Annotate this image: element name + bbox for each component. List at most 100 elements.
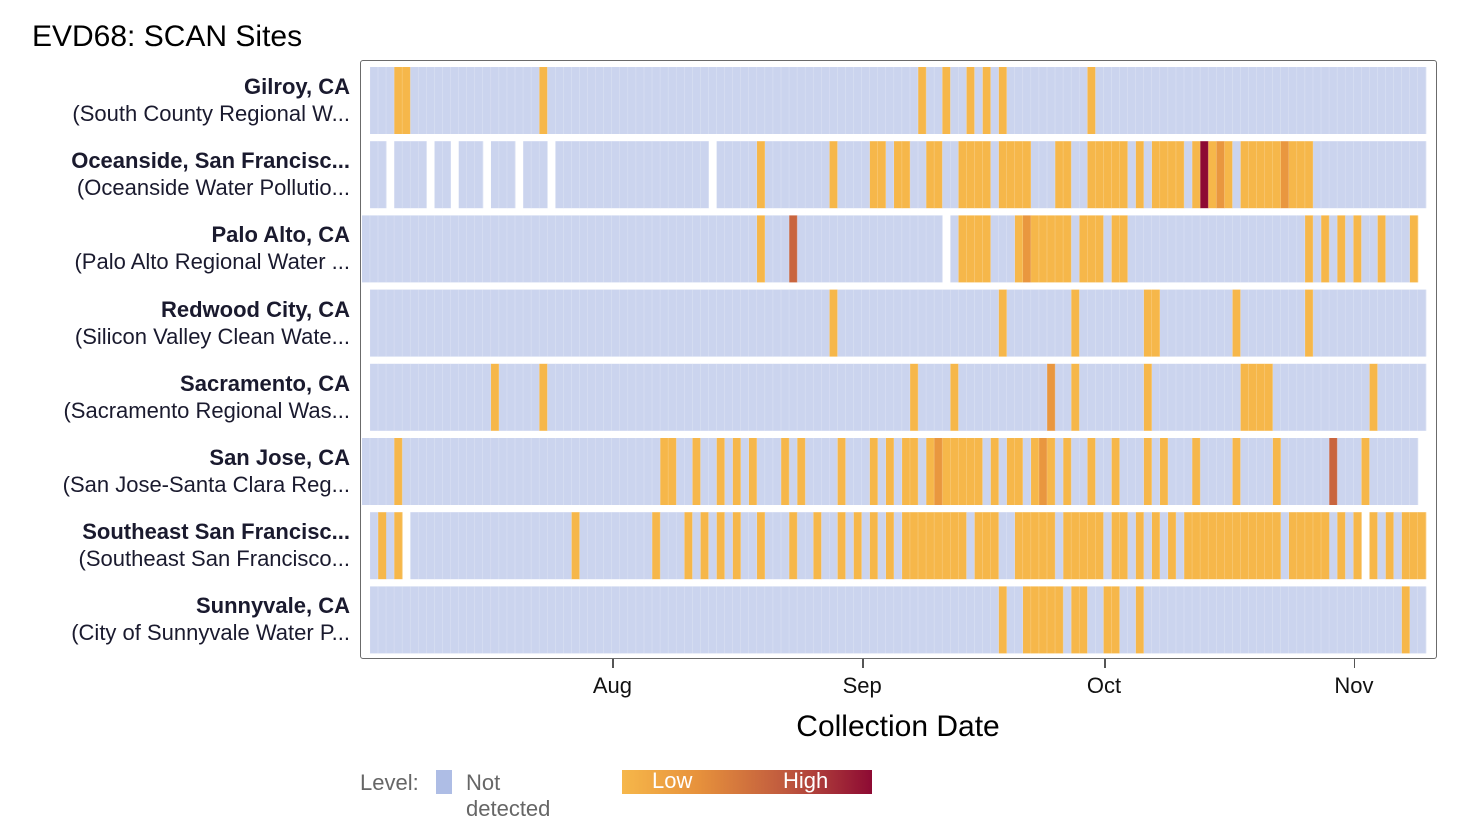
heatmap-cell-low [490,363,500,431]
heatmap-cell-not-detected [950,215,959,283]
cell-divider [1248,512,1249,580]
heatmap-row [370,289,1427,357]
cell-divider [522,438,524,505]
heatmap-cell-low [1151,289,1161,357]
heatmap-cell-low [982,512,991,580]
heatmap-cell-not-detected [1111,363,1120,431]
cell-divider [885,438,887,505]
heatmap-cell-not-detected [1127,67,1137,134]
heatmap-cell-not-detected [748,67,758,134]
heatmap-cell-low [1248,141,1257,209]
heatmap-cell-not-detected [1321,363,1330,431]
cell-divider [901,215,903,283]
cell-divider [659,512,661,580]
cell-divider [579,512,580,580]
heatmap-cell-not-detected [1127,141,1137,209]
heatmap-cell-not-detected [668,141,677,209]
cell-divider [925,215,927,283]
heatmap-cell-not-detected [982,586,991,654]
cell-divider [917,363,919,431]
heatmap-cell-not-detected [756,289,766,357]
cell-divider [796,586,798,654]
cell-divider [1353,215,1354,283]
heatmap-cell-low [966,67,975,134]
heatmap-cell-not-detected [700,67,709,134]
cell-divider [958,215,959,283]
cell-divider [941,438,943,505]
cell-divider [684,512,685,580]
heatmap-cell-not-detected [466,289,476,357]
cell-divider [1199,289,1201,357]
heatmap-cell-not-detected [1353,438,1362,505]
cell-divider [1215,141,1217,209]
heatmap-cell-not-detected [450,215,460,283]
heatmap-cell-not-detected [434,512,443,580]
cell-divider [1361,438,1362,505]
cell-divider [1135,141,1136,209]
heatmap-cell-low [1272,141,1282,209]
cell-divider [563,67,564,134]
heatmap-cell-not-detected [595,67,605,134]
cell-divider [684,363,685,431]
heatmap-cell-not-detected [555,586,564,654]
heatmap-cell-low [966,141,975,209]
heatmap-cell-not-detected [386,289,395,357]
cell-divider [1199,215,1201,283]
heatmap-cell-not-detected [1353,586,1362,654]
cell-divider [788,67,790,134]
heatmap-cell-not-detected [1264,438,1274,505]
heatmap-cell-not-detected [1039,289,1048,357]
heatmap-cell-not-detected [781,215,790,283]
cell-divider [1030,512,1032,580]
cell-divider [796,67,798,134]
heatmap-cell-not-detected [934,363,943,431]
heatmap-cell-not-detected [507,289,516,357]
heatmap-cell-low [1095,215,1104,283]
heatmap-cell-not-detected [587,67,597,134]
cell-divider [933,512,935,580]
heatmap-cell-not-detected [1039,363,1048,431]
cell-divider [804,586,806,654]
heatmap-cell-low [1208,141,1217,209]
cell-divider [418,363,419,431]
cell-divider [1127,215,1128,283]
cell-divider [1095,363,1096,431]
heatmap-cell-not-detected [716,215,726,283]
cell-divider [579,67,580,134]
cell-divider [748,586,749,654]
cell-divider [869,141,870,209]
heatmap-cell-not-detected [627,586,637,654]
heatmap-cell-not-detected [837,363,846,431]
heatmap-cell-not-detected [781,67,790,134]
cell-divider [1361,586,1362,654]
cell-divider [893,438,895,505]
cell-divider [450,67,451,134]
cell-divider [538,215,540,283]
heatmap-cell-not-detected [611,141,621,209]
heatmap-cell-not-detected [1047,289,1056,357]
cell-divider [788,363,790,431]
cell-divider [466,215,467,283]
cell-divider [1264,141,1265,209]
cell-divider [1070,438,1072,505]
cell-divider [1038,215,1040,283]
heatmap-cell-not-detected [499,586,508,654]
cell-divider [1248,289,1249,357]
cell-divider [990,67,991,134]
cell-divider [1256,289,1257,357]
heatmap-cell-low [1047,586,1056,654]
cell-divider [1264,289,1265,357]
heatmap-cell-not-detected [1385,363,1394,431]
heatmap-cell-low [869,141,879,209]
heatmap-cell-not-detected [781,363,790,431]
heatmap-cell-not-detected [1095,586,1104,654]
heatmap-cell-low [1256,141,1266,209]
cell-divider [684,215,685,283]
cell-divider [853,512,854,580]
cell-divider [595,512,596,580]
cell-divider [1167,67,1169,134]
cell-divider [1014,586,1015,654]
heatmap-cell-not-detected [861,215,871,283]
heatmap-cell-low [1159,141,1169,209]
cell-divider [393,289,395,357]
